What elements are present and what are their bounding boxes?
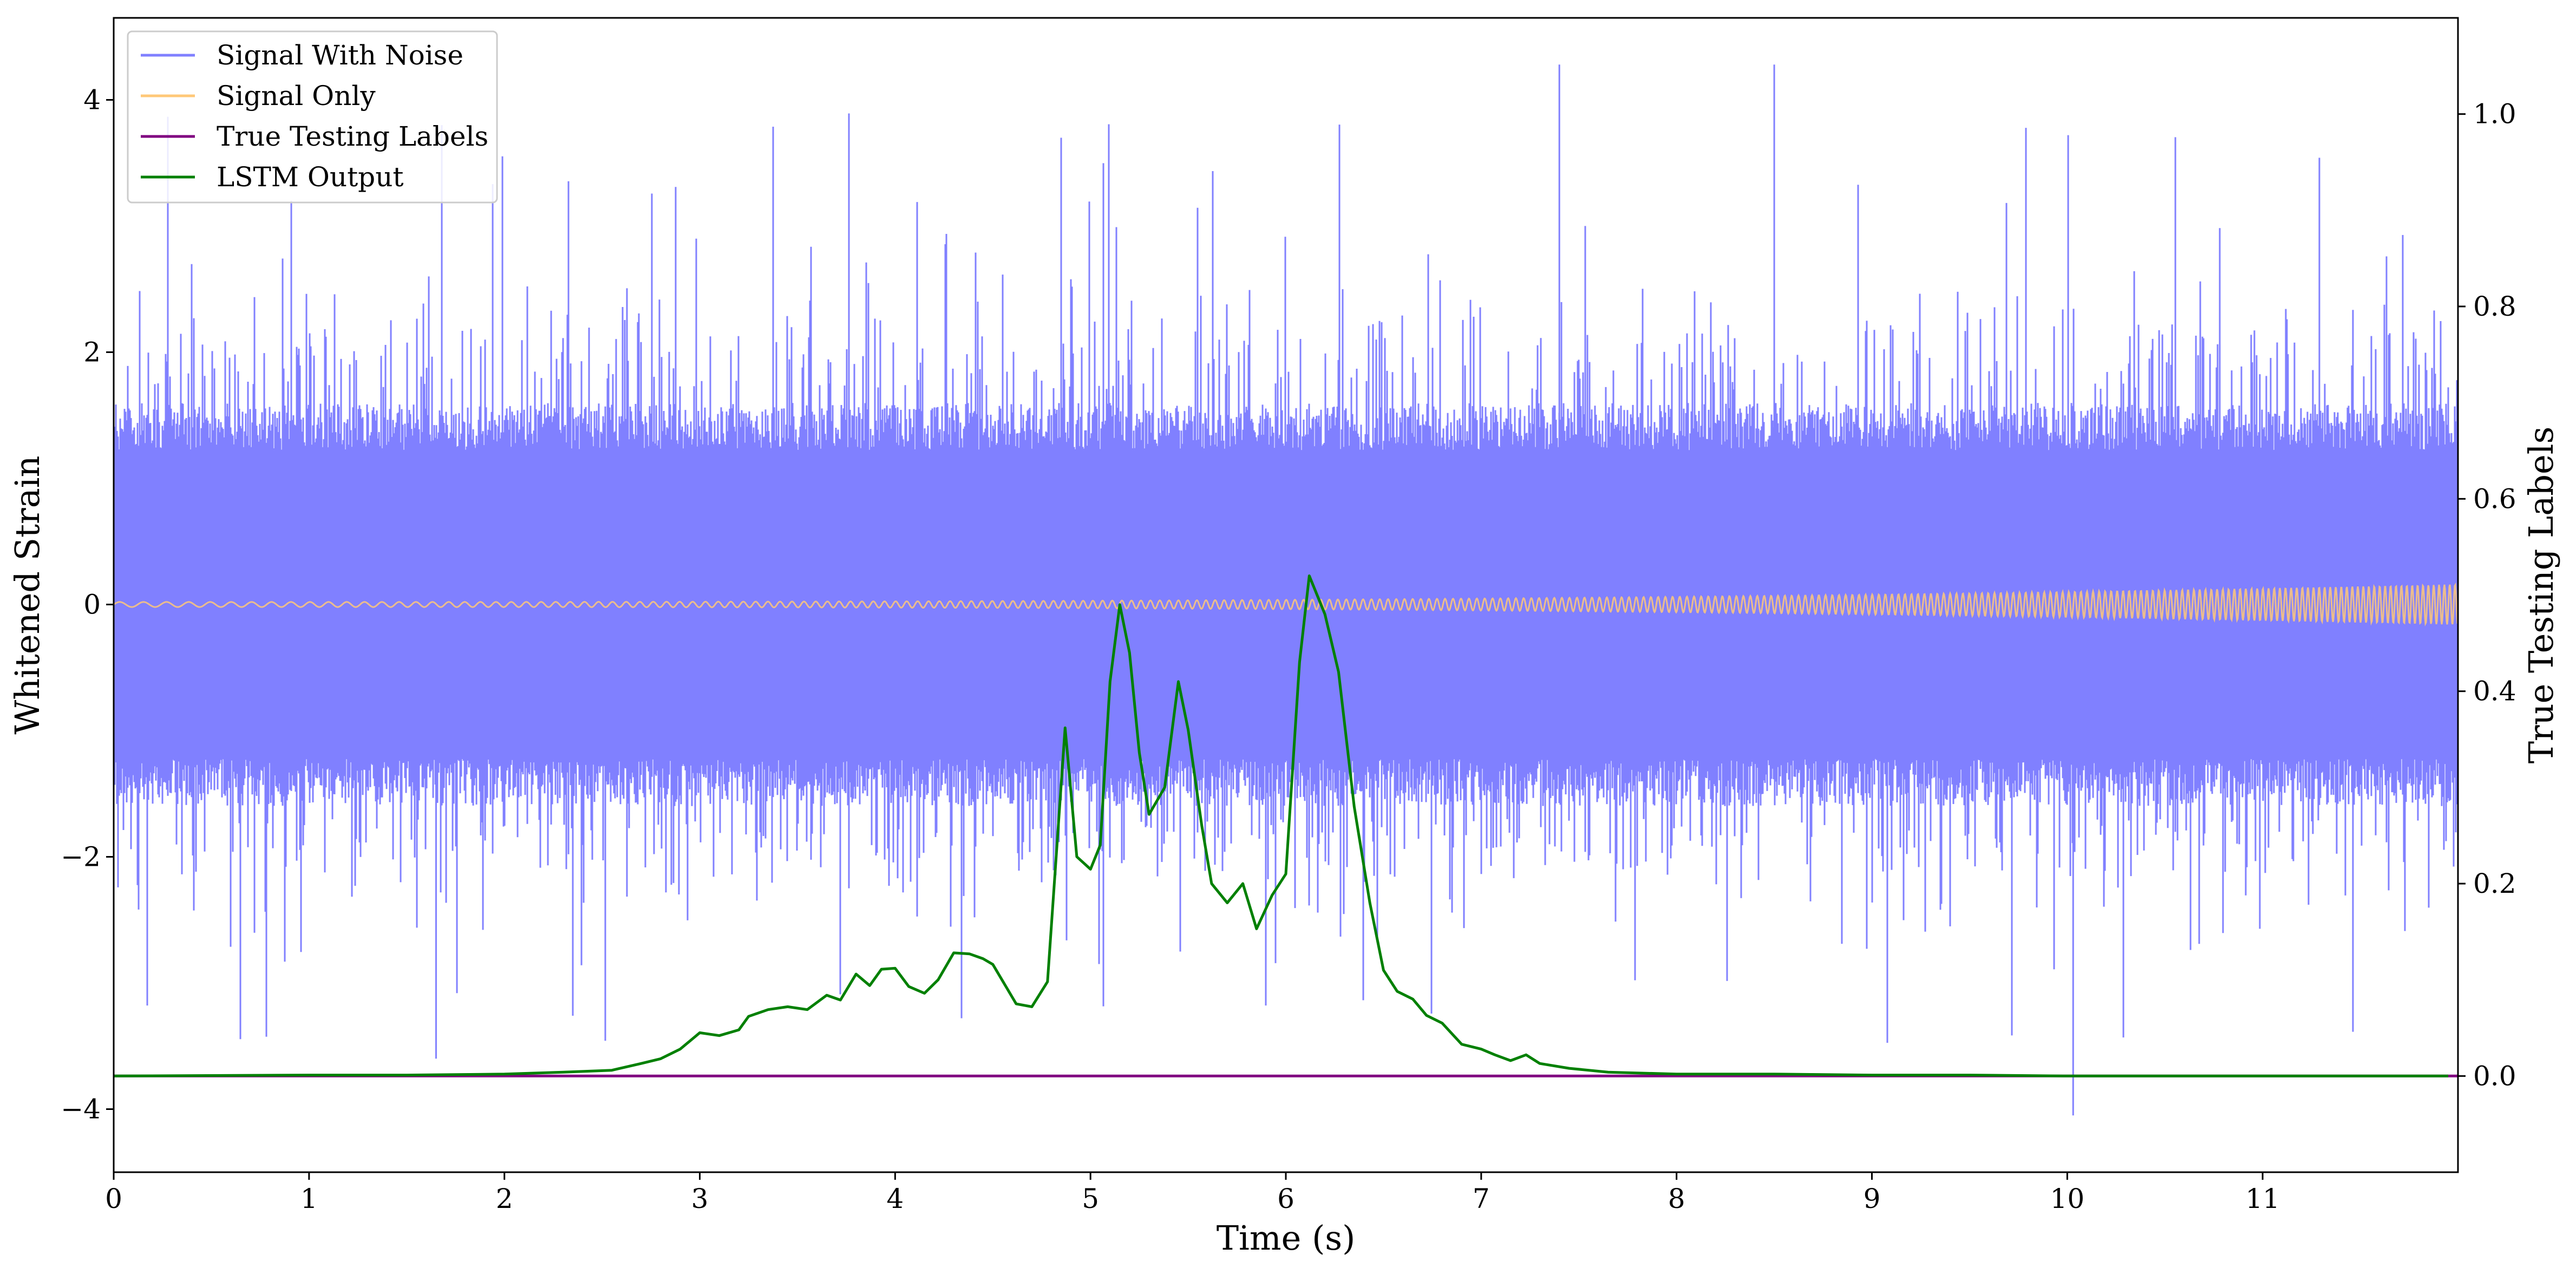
- x-tick-label: 5: [1082, 1183, 1099, 1214]
- x-tick-label: 7: [1473, 1183, 1490, 1214]
- x-tick-label: 1: [300, 1183, 318, 1214]
- y-tick-label: 2: [83, 336, 101, 368]
- y-axis-label: Whitened Strain: [8, 456, 47, 735]
- x-tick-label: 2: [496, 1183, 513, 1214]
- y-tick-label: −4: [61, 1093, 101, 1125]
- x-tick-label: 4: [886, 1183, 904, 1214]
- y2-axis-label: True Testing Labels: [2521, 427, 2561, 764]
- legend-entry: LSTM Output: [217, 161, 403, 193]
- y2-tick-label: 1.0: [2473, 99, 2516, 130]
- series-layer: [114, 64, 2458, 1116]
- series-signal-with-noise: [114, 64, 2458, 1116]
- y2-tick-label: 0.4: [2473, 676, 2516, 707]
- plot-area: [114, 64, 2458, 1116]
- x-tick-label: 3: [691, 1183, 709, 1214]
- x-tick-label: 8: [1668, 1183, 1685, 1214]
- y-tick-label: 0: [83, 589, 101, 620]
- x-tick-label: 9: [1864, 1183, 1881, 1214]
- x-axis: 0 1 2 3 4 5 6 7 8 9 10 11: [105, 1172, 2280, 1214]
- x-axis-label: Time (s): [1217, 1218, 1356, 1258]
- y2-tick-label: 0.6: [2473, 483, 2516, 514]
- y2-tick-label: 0.0: [2473, 1060, 2516, 1092]
- legend: Signal With Noise Signal Only True Testing…: [127, 30, 498, 204]
- y-tick-label: 4: [83, 84, 101, 115]
- y-tick-label: −2: [61, 841, 101, 872]
- x-tick-label: 0: [105, 1183, 122, 1214]
- series-signal-only: [114, 582, 2458, 626]
- y2-tick-label: 0.2: [2473, 868, 2516, 899]
- legend-entry: Signal With Noise: [217, 40, 463, 71]
- x-tick-label: 11: [2245, 1183, 2280, 1214]
- x-tick-label: 10: [2050, 1183, 2085, 1214]
- y-axis-left: −4 −2 0 2 4: [61, 84, 114, 1125]
- y-axis-right: 0.0 0.2 0.4 0.6 0.8 1.0: [2458, 99, 2516, 1092]
- x-tick-label: 6: [1277, 1183, 1294, 1214]
- legend-entry: True Testing Labels: [217, 121, 488, 152]
- legend-box: [127, 30, 498, 204]
- legend-entry: Signal Only: [217, 80, 376, 112]
- y2-tick-label: 0.8: [2473, 291, 2516, 322]
- series-lstm-output: [114, 574, 2448, 1077]
